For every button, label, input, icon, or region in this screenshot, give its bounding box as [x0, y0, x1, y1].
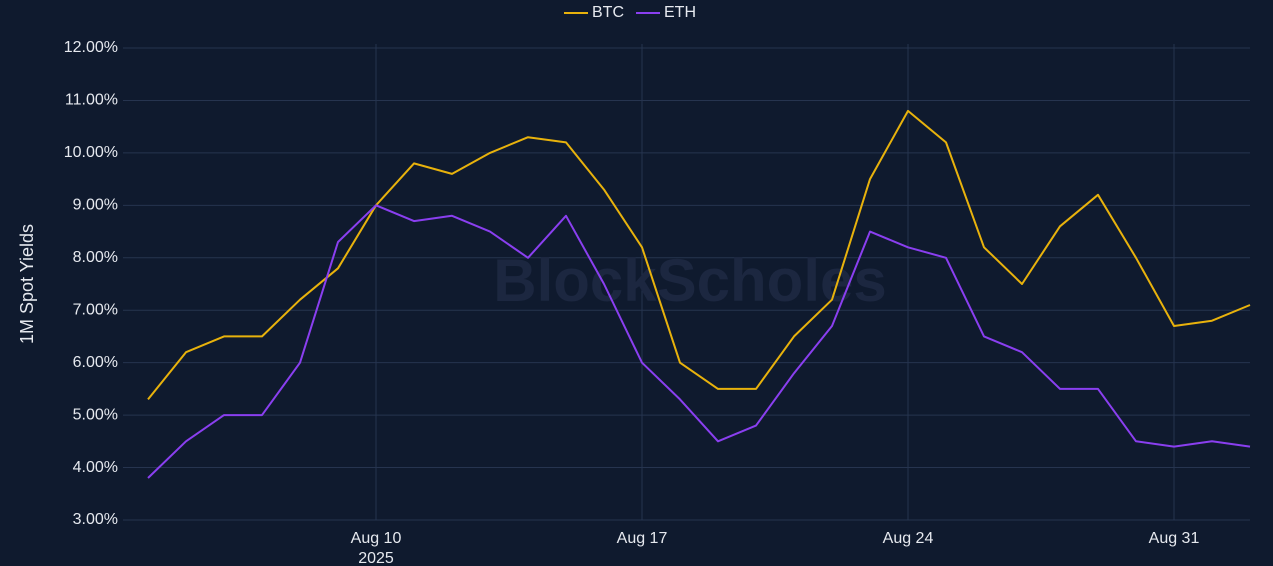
x-tick-label: Aug 31 — [1149, 530, 1200, 547]
y-tick-label: 9.00% — [73, 197, 118, 214]
x-tick-label: Aug 24 — [883, 530, 934, 547]
y-tick-label: 6.00% — [73, 354, 118, 371]
legend-label: ETH — [664, 4, 696, 21]
x-tick-label: Aug 17 — [617, 530, 668, 547]
watermark: BlockScholes — [493, 247, 887, 314]
series-line — [147, 109, 1251, 401]
y-tick-label: 11.00% — [65, 92, 118, 109]
y-tick-label: 7.00% — [73, 301, 118, 318]
x-year-label: 2025 — [358, 550, 394, 566]
y-tick-label: 3.00% — [73, 511, 118, 528]
legend-label: BTC — [592, 4, 624, 21]
y-axis-label: 1M Spot Yields — [17, 224, 37, 344]
x-tick-label: Aug 10 — [351, 530, 402, 547]
y-tick-label: 12.00% — [64, 39, 118, 56]
y-tick-label: 8.00% — [73, 249, 118, 266]
y-tick-label: 4.00% — [73, 459, 118, 476]
y-tick-label: 5.00% — [73, 406, 118, 423]
y-tick-label: 10.00% — [64, 144, 118, 161]
series-line — [147, 204, 1251, 479]
